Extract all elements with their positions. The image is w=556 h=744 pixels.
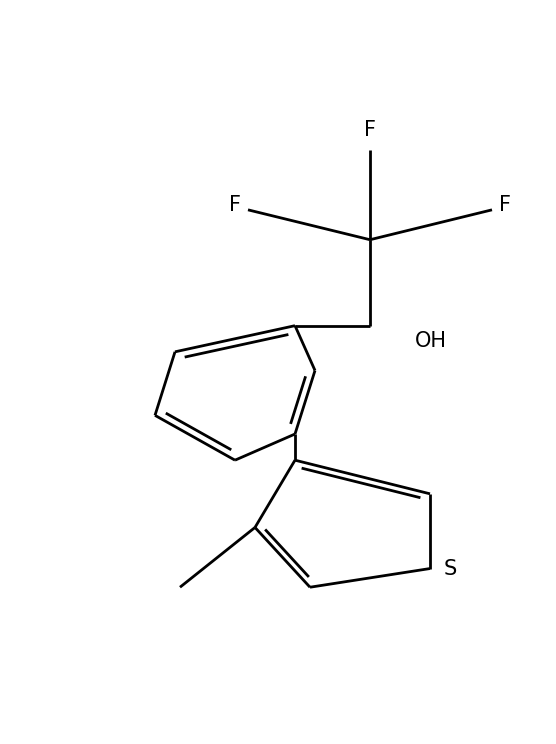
Text: F: F	[229, 196, 241, 215]
Text: F: F	[364, 120, 376, 140]
Text: OH: OH	[415, 330, 447, 350]
Text: F: F	[499, 196, 510, 215]
Text: S: S	[444, 559, 457, 579]
